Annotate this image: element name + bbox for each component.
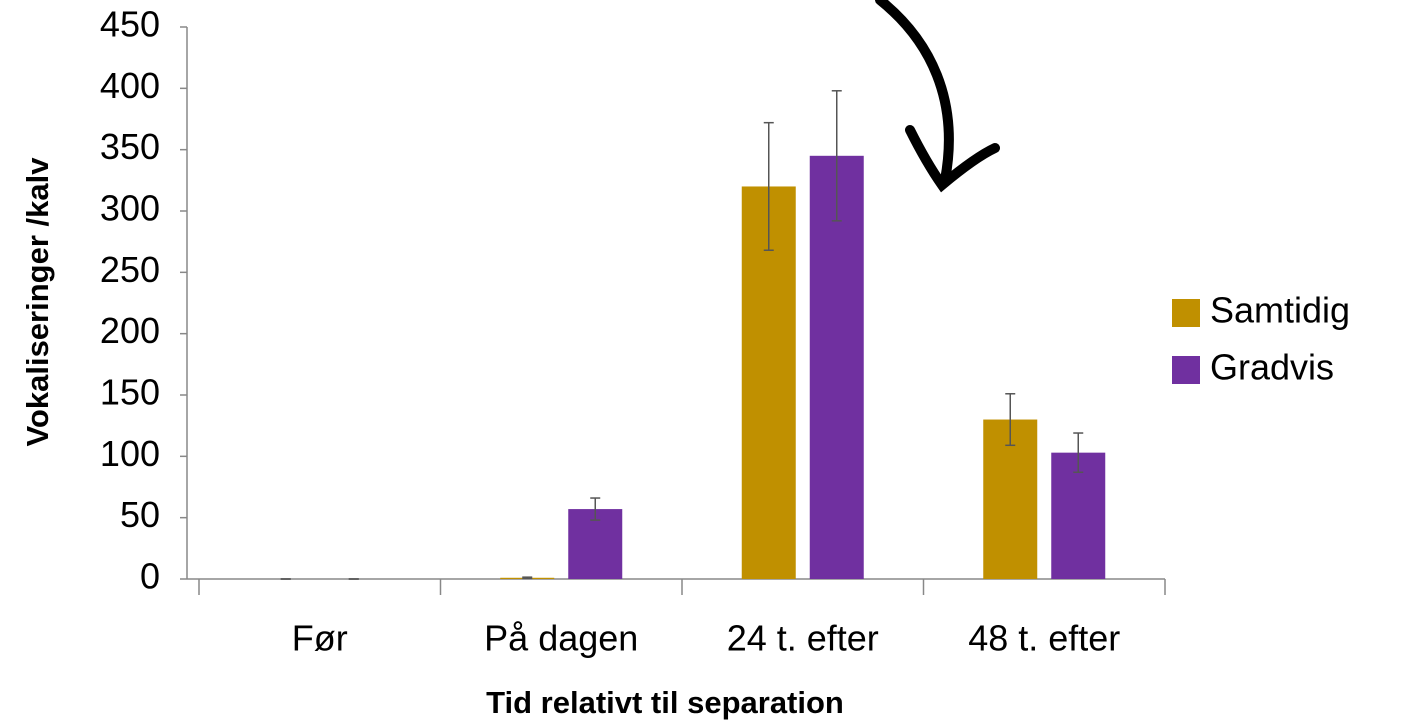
bar	[1051, 452, 1106, 579]
y-tick-label: 300	[100, 188, 160, 229]
y-tick-label: 400	[100, 65, 160, 106]
y-axis-title: Vokaliseringer /kalv	[20, 157, 55, 447]
y-tick-label: 200	[100, 310, 160, 351]
bar	[809, 155, 864, 580]
legend-swatch	[1172, 299, 1200, 327]
y-tick-label: 350	[100, 126, 160, 167]
x-tick-label: 48 t. efter	[968, 618, 1120, 659]
bar	[983, 419, 1038, 579]
legend-swatch	[1172, 356, 1200, 384]
y-tick-label: 0	[140, 556, 160, 597]
bar	[741, 186, 796, 579]
x-axis-title: Tid relativt til separation	[486, 685, 844, 720]
x-tick-label: Før	[292, 618, 348, 659]
y-tick-label: 100	[100, 433, 160, 474]
y-tick-label: 250	[100, 249, 160, 290]
x-tick-label: 24 t. efter	[727, 618, 879, 659]
legend-label: Samtidig	[1210, 290, 1350, 331]
arrow-annotation	[875, 0, 1000, 193]
legend-label: Gradvis	[1210, 347, 1334, 388]
x-tick-label: På dagen	[484, 618, 638, 659]
y-tick-label: 50	[120, 494, 160, 535]
y-tick-label: 150	[100, 372, 160, 413]
y-tick-label: 450	[100, 4, 160, 45]
